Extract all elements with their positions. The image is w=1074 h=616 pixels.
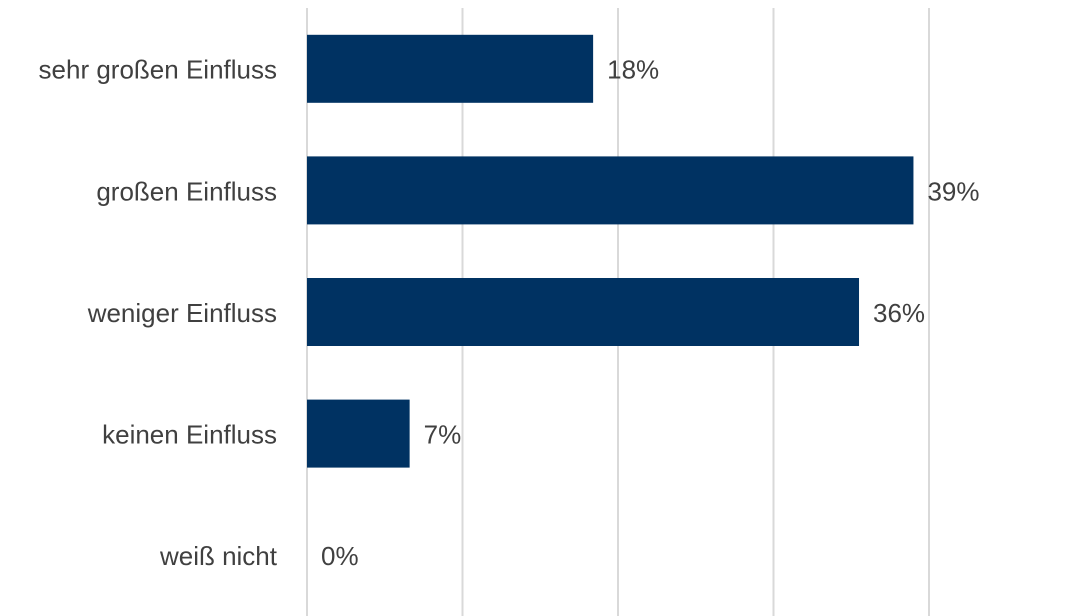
bar [307, 156, 914, 225]
y-tick-label: keinen Einfluss [102, 419, 277, 449]
bar [307, 278, 860, 346]
data-label: 7% [424, 419, 462, 449]
y-tick-label: großen Einfluss [96, 176, 277, 206]
y-tick-label: weniger Einfluss [87, 298, 277, 328]
data-label: 39% [927, 176, 979, 206]
bar [307, 399, 410, 468]
data-label: 0% [321, 541, 359, 571]
bar [307, 34, 594, 103]
data-label: 18% [607, 55, 659, 85]
data-label: 36% [873, 298, 925, 328]
y-tick-label: weiß nicht [159, 541, 278, 571]
y-tick-label: sehr großen Einfluss [39, 55, 277, 85]
